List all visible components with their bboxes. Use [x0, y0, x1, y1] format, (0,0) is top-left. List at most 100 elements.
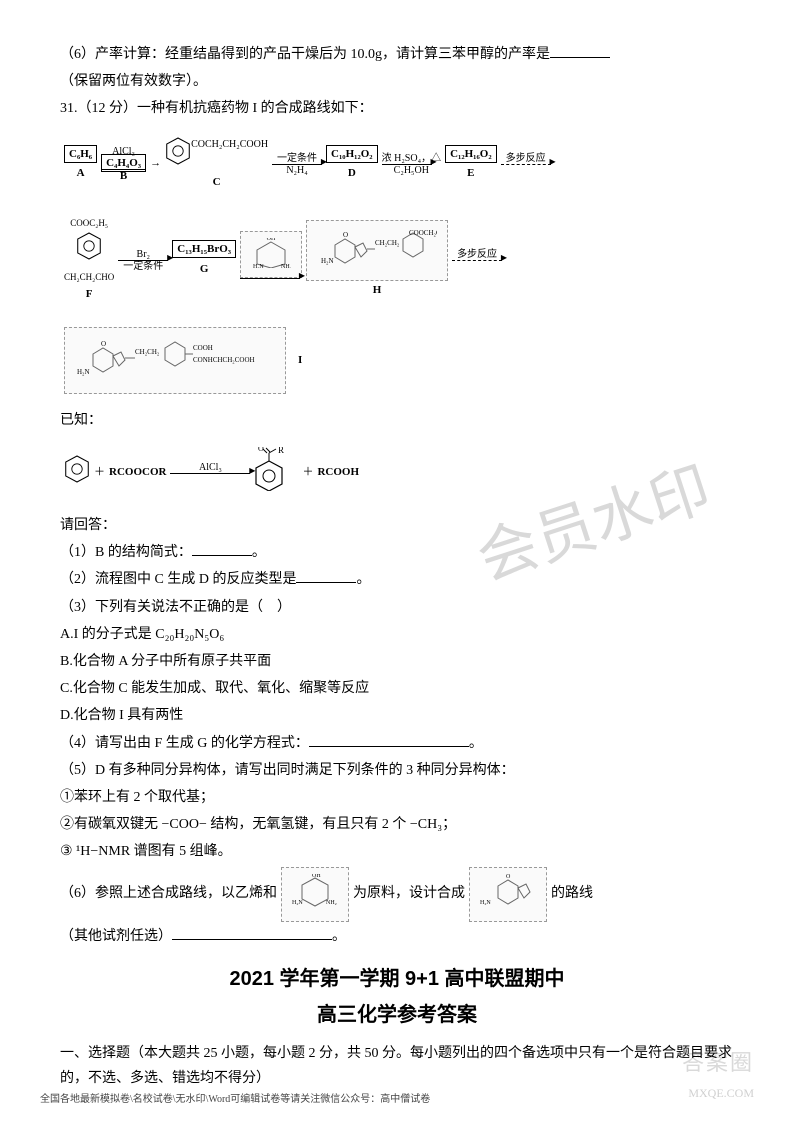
- mol-H-structure: H₂N O CH₂CH₂ COOCH₂CH₃: [306, 220, 448, 281]
- sub-q6-pre: （6）参照上述合成路线，以乙烯和: [60, 881, 277, 906]
- label-A: A: [64, 164, 97, 184]
- q6-line2: （保留两位有效数字）。: [60, 69, 734, 94]
- label-D: D: [326, 164, 378, 184]
- label-E: E: [445, 164, 497, 184]
- mol-G: C₁₃H₁₅BrO₃: [172, 240, 236, 258]
- mol-C-benzene: [165, 136, 191, 174]
- sub-q4: （4）请写出由 F 生成 G 的化学方程式：。: [60, 731, 734, 756]
- svg-text:CH₂CH₂: CH₂CH₂: [375, 239, 400, 247]
- sub-q6-line2-pre: （其他试剂任选）: [60, 929, 172, 944]
- arrow-D-E: 浓 H₂SO₄，△ ▶ C₂H₅OH: [382, 153, 441, 176]
- blank-1: [192, 541, 252, 556]
- svg-text:NH₂: NH₂: [281, 264, 291, 268]
- opt-C: C.化合物 C 能发生加成、取代、氧化、缩聚等反应: [60, 676, 734, 701]
- cond-over-4: Br₂: [118, 249, 168, 260]
- svg-text:H₂N: H₂N: [480, 900, 491, 906]
- svg-text:CONHCHCH₂COOH: CONHCHCH₂COOH: [193, 356, 255, 364]
- label-B: B: [101, 170, 146, 182]
- svg-text:OH: OH: [312, 874, 321, 879]
- svg-text:O: O: [258, 447, 264, 453]
- sub-q1: （1）B 的结构简式： 。: [60, 540, 734, 565]
- svg-text:OH: OH: [267, 238, 276, 242]
- plus-2: ＋: [302, 463, 313, 483]
- arrow-F-G: Br₂ ▶ 一定条件: [118, 249, 168, 272]
- label-C: C: [165, 173, 268, 193]
- tail-1: 多步反应: [501, 153, 551, 164]
- mol-A: C₆H₆: [64, 145, 97, 163]
- known-reagent: RCOOCOR: [109, 463, 166, 483]
- arrow-E-tail: 多步反应 ▶: [501, 153, 551, 176]
- svg-text:O: O: [343, 231, 348, 239]
- sub-q5-1: ①苯环上有 2 个取代基；: [60, 785, 734, 810]
- q6-line1: （6）产率计算：经重结晶得到的产品干燥后为 10.0g，请计算三苯甲醇的产率是: [60, 42, 734, 67]
- known-benzene-left: [64, 454, 90, 492]
- q6-blank: [550, 43, 610, 58]
- blank-4: [309, 732, 469, 747]
- scheme-row2: COOC₂H₅ CH₂CH₂CHO F Br₂ ▶ 一定条件 C₁₃H₁₅BrO…: [60, 207, 734, 313]
- arrow-H-tail: 多步反应 ▶: [452, 249, 502, 272]
- sub-q5: （5）D 有多种同分异构体，请写出同时满足下列条件的 3 种同分异构体：: [60, 758, 734, 783]
- sub-q1-tail: 。: [252, 545, 266, 560]
- sub-q4-text: （4）请写出由 F 生成 G 的化学方程式：: [60, 736, 309, 751]
- plus-1: ＋: [94, 463, 105, 483]
- svg-text:O: O: [101, 340, 106, 348]
- blank-2: [296, 568, 356, 583]
- footer-text: 全国各地最新模拟卷\名校试卷\无水印\Word可编辑试卷等请关注微信公众号：高中…: [40, 1091, 430, 1109]
- svg-text:COOH: COOH: [193, 344, 213, 352]
- mol-C-side: COCH₂CH₂COOH: [191, 139, 268, 150]
- known-reaction: ＋ RCOOCOR AlCl₃ ▶ O R ＋ RCOOH: [60, 439, 734, 507]
- arrow-G-H: OH H₂N NH₂ ▶: [240, 231, 302, 290]
- mol-F-top: COOC₂H₅: [64, 215, 114, 231]
- triazine-inline: OH H₂N NH₂: [281, 867, 349, 922]
- sub-q6: （6）参照上述合成路线，以乙烯和 OH H₂N NH₂ 为原料，设计合成 H₂N…: [60, 867, 734, 922]
- cond-over-2: 一定条件: [272, 153, 322, 164]
- cond-under-4: 一定条件: [118, 261, 168, 272]
- svg-text:H₂N: H₂N: [77, 368, 90, 376]
- known-prod-right: RCOOH: [317, 463, 359, 483]
- sub-q2-text: （2）流程图中 C 生成 D 的反应类型是: [60, 572, 296, 587]
- sub-q2: （2）流程图中 C 生成 D 的反应类型是 。: [60, 567, 734, 592]
- svg-text:O: O: [506, 874, 511, 880]
- svg-text:H₂N: H₂N: [292, 900, 303, 906]
- arrow-C-D: 一定条件 ▶ N₂H₄: [272, 153, 322, 176]
- sub-q3: （3）下列有关说法不正确的是（ ）: [60, 595, 734, 620]
- opt-B: B.化合物 A 分子中所有原子共平面: [60, 649, 734, 674]
- sub-q2-tail: 。: [356, 572, 370, 587]
- svg-text:NH₂: NH₂: [326, 900, 337, 906]
- known-benzene-right: O R: [254, 447, 298, 499]
- label-H: H: [306, 281, 448, 301]
- target-inline: H₂N O: [469, 867, 547, 922]
- opt-A: A.I 的分子式是 C₂₀H₂₀N₅O₆: [60, 622, 734, 647]
- svg-text:CH₂CH₂: CH₂CH₂: [135, 348, 160, 356]
- svg-text:COOCH₂CH₃: COOCH₂CH₃: [409, 229, 437, 237]
- q6-text: （6）产率计算：经重结晶得到的产品干燥后为 10.0g，请计算三苯甲醇的产率是: [60, 47, 550, 62]
- known-label: 已知：: [60, 408, 734, 433]
- section-1: 一、选择题（本大题共 25 小题，每小题 2 分，共 50 分。每小题列出的四个…: [60, 1041, 734, 1091]
- label-G: G: [172, 260, 236, 280]
- scheme-row3: H₂N O CH₂CH₂ COOH CONHCHCH₂COOH I: [60, 319, 734, 402]
- sub-q6-post: 的路线: [551, 881, 593, 906]
- mol-E: C₁₂H₁₆O₂: [445, 145, 497, 163]
- q31-header: 31.（12 分）一种有机抗癌药物 I 的合成路线如下：: [60, 96, 734, 121]
- triazine-reagent: OH H₂N NH₂: [240, 231, 302, 278]
- sub-q6-line2-post: 。: [332, 929, 346, 944]
- tail-2: 多步反应: [452, 249, 502, 260]
- sub-q5-3: ③ ¹H−NMR 谱图有 5 组峰。: [60, 839, 734, 864]
- mol-F-benzene: [76, 231, 102, 269]
- answer-label: 请回答：: [60, 513, 734, 538]
- sub-q1-text: （1）B 的结构简式：: [60, 545, 192, 560]
- svg-text:H₂N: H₂N: [321, 257, 334, 265]
- blank-6: [172, 925, 332, 940]
- scheme-row1: C₆H₆ A AlCl₃ C₄H₄O₃ B → COCH₂CH₂COOH C 一…: [60, 128, 734, 202]
- sub-q6-line2: （其他试剂任选） 。: [60, 924, 734, 949]
- sub-q6-mid: 为原料，设计合成: [353, 881, 465, 906]
- known-cond: AlCl₃: [170, 462, 250, 473]
- arrow-known: AlCl₃ ▶: [170, 462, 250, 485]
- mol-I-structure: H₂N O CH₂CH₂ COOH CONHCHCH₂COOH: [64, 327, 286, 394]
- svg-text:H₂N: H₂N: [253, 264, 264, 268]
- sub-q5-2: ②有碳氧双键无 −COO− 结构，无氧氢键，有且只有 2 个 −CH₃；: [60, 812, 734, 837]
- cond-under-2: N₂H₄: [272, 165, 322, 176]
- svg-text:R: R: [278, 447, 284, 455]
- label-F: F: [64, 285, 114, 305]
- opt-D: D.化合物 I 具有两性: [60, 703, 734, 728]
